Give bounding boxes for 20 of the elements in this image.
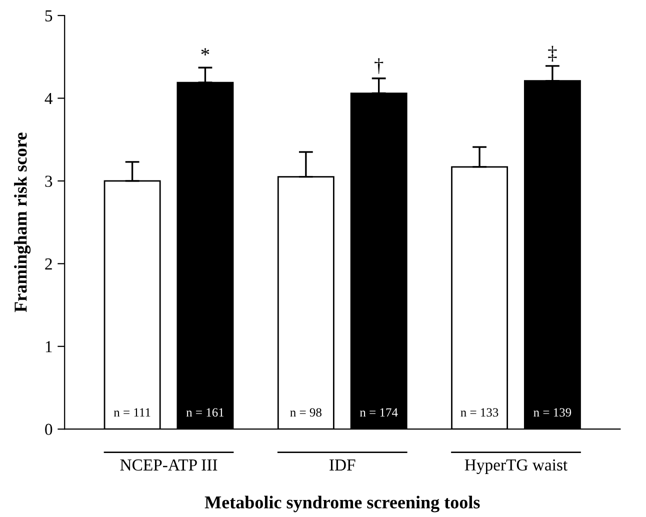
y-tick-label: 2 — [45, 258, 52, 270]
annotation: † — [374, 58, 384, 74]
annotation: n = 139 — [534, 408, 572, 417]
y-tick-label: 5 — [45, 10, 52, 22]
y-tick-label: 1 — [46, 341, 52, 352]
y-tick-label: 4 — [44, 93, 53, 104]
annotation: n = 161 — [186, 408, 224, 417]
x-tick-label: NCEP-ATP III — [120, 459, 218, 471]
x-axis-title: Metabolic syndrome screening tools — [204, 496, 480, 512]
x-tick-label: HyperTG waist — [464, 459, 568, 474]
annotation: n = 98 — [290, 408, 322, 417]
annotation: * — [201, 48, 210, 56]
annotation: ‡ — [548, 46, 557, 62]
y-tick-label: 3 — [45, 176, 52, 187]
x-tick-label: IDF — [330, 460, 356, 470]
annotation: n = 111 — [114, 408, 150, 417]
y-axis-title: Framingham risk score — [14, 132, 31, 312]
y-tick-label: 0 — [45, 424, 52, 436]
annotation: n = 133 — [460, 408, 498, 417]
annotation: n = 174 — [360, 408, 398, 417]
